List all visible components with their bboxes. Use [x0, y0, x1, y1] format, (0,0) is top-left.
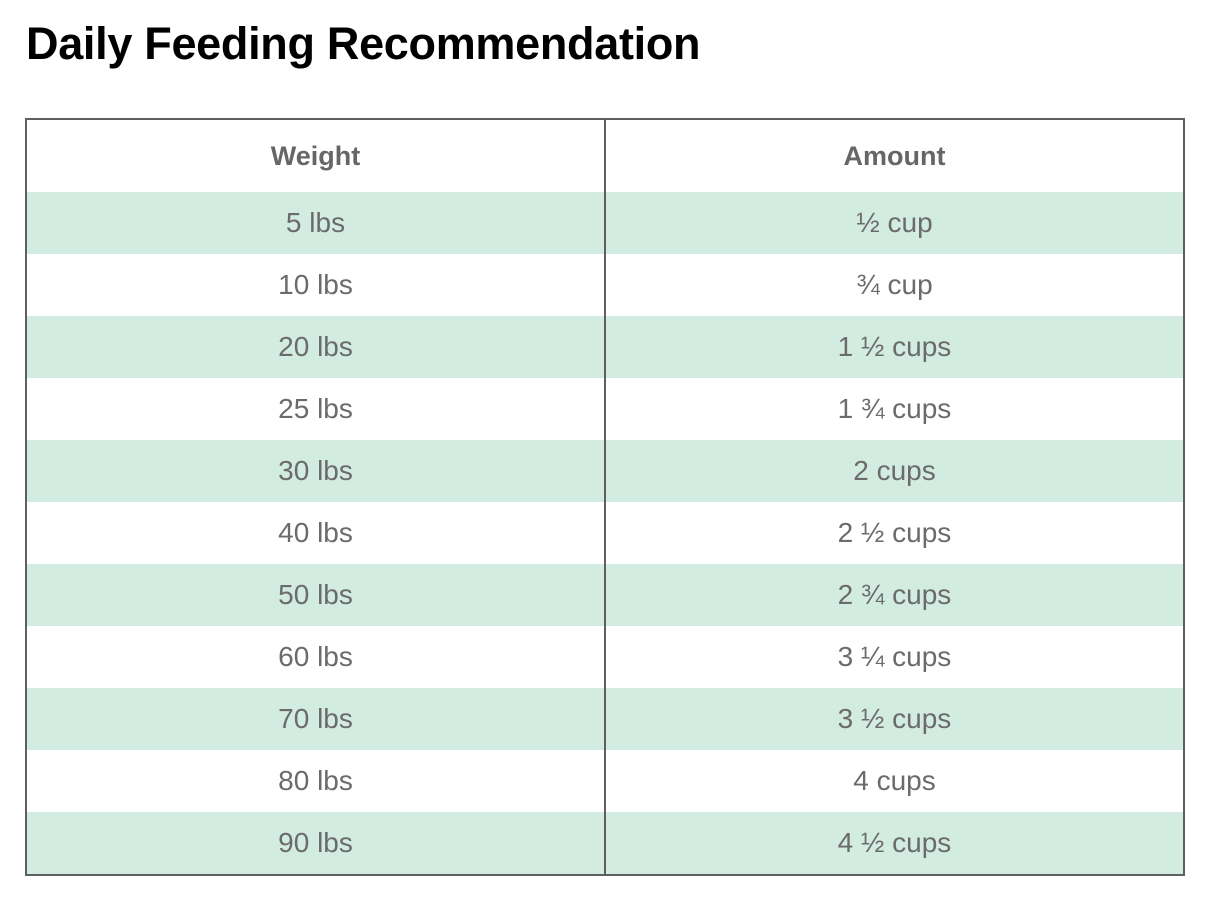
table-row: 5 lbs ½ cup	[27, 192, 1183, 254]
feeding-table-container: Weight Amount 5 lbs ½ cup 10 lbs ¾ cup 2…	[25, 118, 1185, 876]
amount-cell: 4 cups	[605, 750, 1183, 812]
amount-cell: 4 ½ cups	[605, 812, 1183, 874]
table-row: 50 lbs 2 ¾ cups	[27, 564, 1183, 626]
table-row: 25 lbs 1 ¾ cups	[27, 378, 1183, 440]
weight-cell: 60 lbs	[27, 626, 606, 688]
amount-cell: ½ cup	[605, 192, 1183, 254]
column-header-amount: Amount	[605, 120, 1183, 192]
weight-cell: 40 lbs	[27, 502, 606, 564]
table-row: 80 lbs 4 cups	[27, 750, 1183, 812]
weight-cell: 80 lbs	[27, 750, 606, 812]
amount-cell: 3 ¼ cups	[605, 626, 1183, 688]
amount-cell: 1 ¾ cups	[605, 378, 1183, 440]
weight-cell: 30 lbs	[27, 440, 606, 502]
amount-cell: 3 ½ cups	[605, 688, 1183, 750]
page-title: Daily Feeding Recommendation	[26, 18, 701, 69]
column-header-weight: Weight	[27, 120, 606, 192]
table-header-row: Weight Amount	[27, 120, 1183, 192]
amount-cell: 2 ½ cups	[605, 502, 1183, 564]
weight-cell: 10 lbs	[27, 254, 606, 316]
amount-cell: ¾ cup	[605, 254, 1183, 316]
table-row: 60 lbs 3 ¼ cups	[27, 626, 1183, 688]
amount-cell: 1 ½ cups	[605, 316, 1183, 378]
weight-cell: 25 lbs	[27, 378, 606, 440]
table-row: 20 lbs 1 ½ cups	[27, 316, 1183, 378]
weight-cell: 90 lbs	[27, 812, 606, 874]
amount-cell: 2 cups	[605, 440, 1183, 502]
table-row: 10 lbs ¾ cup	[27, 254, 1183, 316]
table-row: 30 lbs 2 cups	[27, 440, 1183, 502]
table-row: 70 lbs 3 ½ cups	[27, 688, 1183, 750]
table-row: 90 lbs 4 ½ cups	[27, 812, 1183, 874]
weight-cell: 20 lbs	[27, 316, 606, 378]
weight-cell: 50 lbs	[27, 564, 606, 626]
table-row: 40 lbs 2 ½ cups	[27, 502, 1183, 564]
feeding-table: Weight Amount 5 lbs ½ cup 10 lbs ¾ cup 2…	[27, 120, 1183, 874]
amount-cell: 2 ¾ cups	[605, 564, 1183, 626]
weight-cell: 70 lbs	[27, 688, 606, 750]
weight-cell: 5 lbs	[27, 192, 606, 254]
